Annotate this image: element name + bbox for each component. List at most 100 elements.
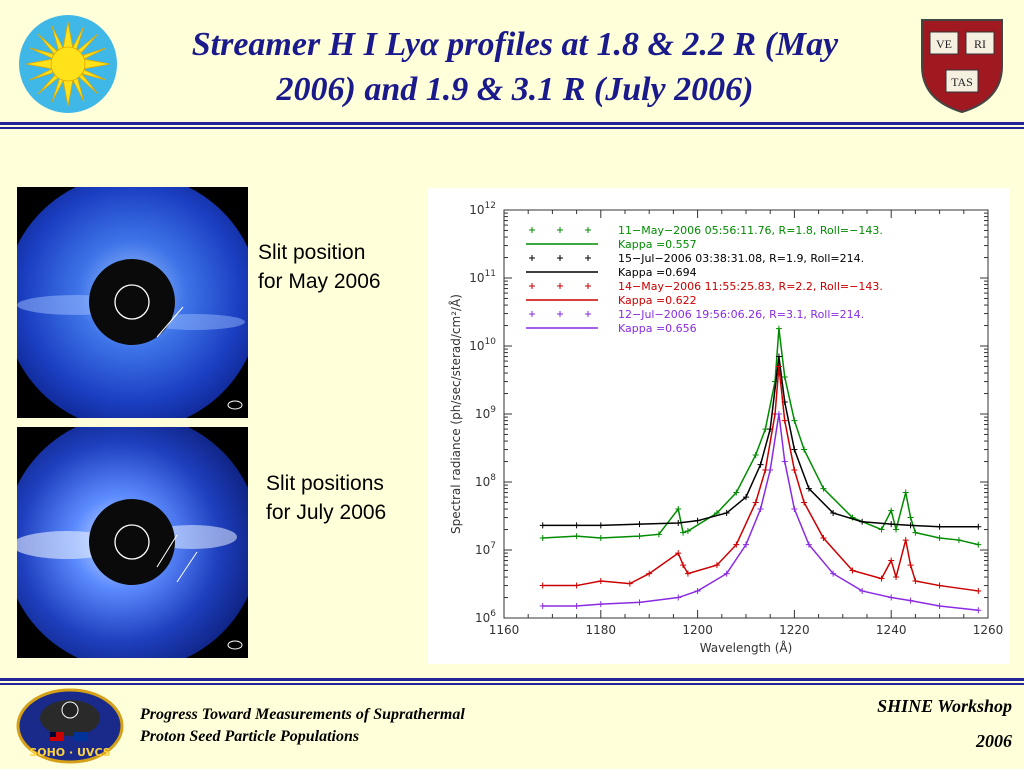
y-tick-label: 1012 bbox=[469, 201, 496, 217]
series-2-point bbox=[936, 582, 943, 589]
legend-fit-2: Kappa =0.622 bbox=[618, 294, 697, 307]
coronagraph-image-may bbox=[17, 187, 248, 418]
series-3-point bbox=[675, 594, 682, 601]
series-1-point bbox=[936, 523, 943, 530]
spectrum-chart: 1160 1180 1200 1220 1240 1260 106 107 108 109 1010… bbox=[448, 201, 1004, 655]
series-0-point bbox=[781, 374, 788, 381]
series-2-point bbox=[675, 550, 682, 557]
series-0-point bbox=[539, 535, 546, 542]
series-3-point bbox=[775, 411, 782, 417]
series-1-point bbox=[573, 522, 580, 529]
series-1-point bbox=[597, 522, 604, 529]
legend-marker bbox=[529, 255, 535, 261]
series-0-point bbox=[907, 514, 914, 521]
series-2-point bbox=[878, 575, 885, 582]
footer-event-year: 2006 bbox=[976, 731, 1012, 751]
series-2-point bbox=[888, 557, 895, 564]
legend-marker bbox=[557, 255, 563, 261]
series-3-point bbox=[791, 506, 798, 513]
series-2-fit-line bbox=[542, 366, 979, 592]
x-tick-label: 1260 bbox=[973, 623, 1004, 637]
series-2-point bbox=[801, 499, 808, 506]
caption-may-line-2: for May 2006 bbox=[258, 270, 381, 293]
series-2-point bbox=[713, 562, 720, 569]
legend-entry-3: 12−Jul−2006 19:56:06.26, R=3.1, Roll=214… bbox=[618, 308, 864, 321]
title-line-2: 2006) and 1.9 & 3.1 R (July 2006) bbox=[276, 71, 754, 108]
coronagraph-image-july bbox=[17, 427, 248, 658]
series-2-point bbox=[975, 587, 982, 594]
legend-marker bbox=[585, 227, 591, 233]
legend-marker bbox=[585, 311, 591, 317]
series-1-point bbox=[723, 510, 730, 517]
legend-marker bbox=[557, 311, 563, 317]
caption-july-line-1: Slit positions bbox=[266, 472, 384, 495]
caption-may: Slit position for May 2006 bbox=[258, 238, 381, 296]
series-1-point bbox=[757, 461, 764, 468]
series-3-point bbox=[539, 603, 546, 610]
series-0-point bbox=[752, 451, 759, 458]
y-tick-label: 109 bbox=[475, 405, 496, 421]
series-2-point bbox=[849, 567, 856, 574]
caption-july-line-2: for July 2006 bbox=[266, 501, 387, 524]
series-1-point bbox=[675, 519, 682, 526]
series-3-point bbox=[888, 594, 895, 601]
y-axis-label: Spectral radiance (ph/sec/sterad/cm²/Å) bbox=[448, 294, 463, 534]
series-0-point bbox=[820, 485, 827, 492]
legend-entry-2: 14−May−2006 11:55:25.83, R=2.2, Roll=−14… bbox=[618, 280, 883, 293]
series-0-point bbox=[597, 535, 604, 542]
legend-marker bbox=[557, 227, 563, 233]
sun-logo-icon bbox=[18, 14, 118, 114]
legend-fit-0: Kappa =0.557 bbox=[618, 238, 697, 251]
series-0-fit-line bbox=[542, 328, 979, 546]
series-0-point bbox=[893, 526, 900, 533]
series-0-point bbox=[902, 489, 909, 496]
series-2-point bbox=[775, 363, 782, 370]
series-1-point bbox=[888, 521, 895, 528]
series-2-point bbox=[902, 537, 909, 544]
series-0-point bbox=[955, 537, 962, 544]
series-3-point bbox=[694, 587, 701, 594]
series-0-point bbox=[801, 446, 808, 453]
series-2-point bbox=[646, 570, 653, 577]
series-3-point bbox=[936, 603, 943, 610]
series-2-point bbox=[573, 582, 580, 589]
header-divider bbox=[0, 122, 1024, 129]
series-1-fit-line bbox=[542, 356, 979, 528]
legend-marker bbox=[585, 255, 591, 261]
footer-title-line-2: Proton Seed Particle Populations bbox=[140, 728, 360, 745]
y-tick-label: 1010 bbox=[469, 337, 496, 353]
series-0-point bbox=[912, 529, 919, 536]
series-1-point bbox=[791, 446, 798, 453]
series-1-point bbox=[775, 353, 782, 360]
footer-event: SHINE Workshop 2006 bbox=[792, 696, 1012, 752]
shield-word-ve: VE bbox=[936, 37, 952, 51]
series-1-point bbox=[830, 510, 837, 517]
y-tick-label: 107 bbox=[475, 541, 496, 557]
series-3-point bbox=[597, 601, 604, 608]
series-0-point bbox=[636, 533, 643, 540]
series-0-point bbox=[775, 325, 782, 332]
legend-marker bbox=[529, 227, 535, 233]
legend-marker bbox=[585, 283, 591, 289]
series-1-point bbox=[907, 522, 914, 529]
shield-word-tas: TAS bbox=[951, 75, 973, 89]
series-2-point bbox=[539, 582, 546, 589]
series-3-point bbox=[757, 506, 764, 513]
title-line-1: Streamer H I Lyα profiles at 1.8 & 2.2 R… bbox=[191, 26, 839, 63]
series-1-point bbox=[743, 494, 749, 501]
x-tick-label: 1240 bbox=[876, 623, 907, 637]
footer-title-line-1: Progress Toward Measurements of Suprathe… bbox=[140, 706, 465, 723]
legend-marker bbox=[529, 311, 535, 317]
series-3-point bbox=[781, 458, 788, 465]
series-0-point bbox=[975, 541, 982, 548]
footer-divider bbox=[0, 678, 1024, 685]
caption-july: Slit positions for July 2006 bbox=[266, 469, 386, 527]
x-tick-label: 1160 bbox=[489, 623, 520, 637]
legend-entry-0: 11−May−2006 05:56:11.76, R=1.8, Roll=−14… bbox=[618, 224, 883, 237]
series-1-point bbox=[859, 518, 866, 525]
shield-word-ri: RI bbox=[974, 37, 986, 51]
series-1-point bbox=[539, 522, 546, 529]
series-2-point bbox=[893, 574, 900, 581]
legend-fit-1: Kappa =0.694 bbox=[618, 266, 697, 279]
series-0-point bbox=[680, 529, 687, 536]
